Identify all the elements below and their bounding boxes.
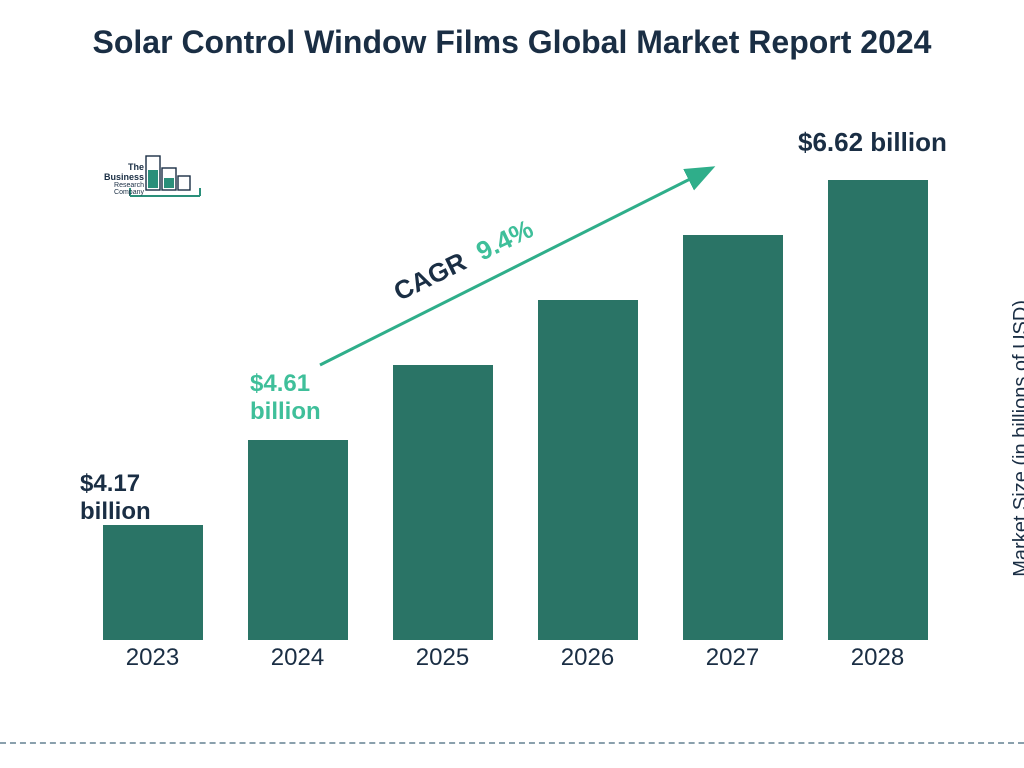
- bottom-divider: [0, 742, 1024, 744]
- value-label: $4.61billion: [250, 370, 321, 425]
- bar-wrap: [813, 180, 943, 640]
- bar: [683, 235, 783, 640]
- x-axis-labels: 2023 2024 2025 2026 2027 2028: [80, 644, 950, 680]
- bar-wrap: [88, 525, 218, 640]
- x-axis-tick-label: 2026: [523, 644, 653, 680]
- x-axis-tick-label: 2027: [668, 644, 798, 680]
- bar-wrap: [523, 300, 653, 640]
- bar: [248, 440, 348, 640]
- value-label: $4.17billion: [80, 470, 151, 525]
- bar: [103, 525, 203, 640]
- chart-title: Solar Control Window Films Global Market…: [0, 22, 1024, 62]
- x-axis-tick-label: 2024: [233, 644, 363, 680]
- bar: [538, 300, 638, 640]
- x-axis-tick-label: 2023: [88, 644, 218, 680]
- bar-wrap: [233, 440, 363, 640]
- value-label: $6.62 billion: [798, 128, 947, 158]
- x-axis-tick-label: 2025: [378, 644, 508, 680]
- bar-wrap: [668, 235, 798, 640]
- y-axis-label: Market Size (in billions of USD): [1010, 300, 1024, 577]
- bar-wrap: [378, 365, 508, 640]
- bar: [393, 365, 493, 640]
- x-axis-tick-label: 2028: [813, 644, 943, 680]
- bar: [828, 180, 928, 640]
